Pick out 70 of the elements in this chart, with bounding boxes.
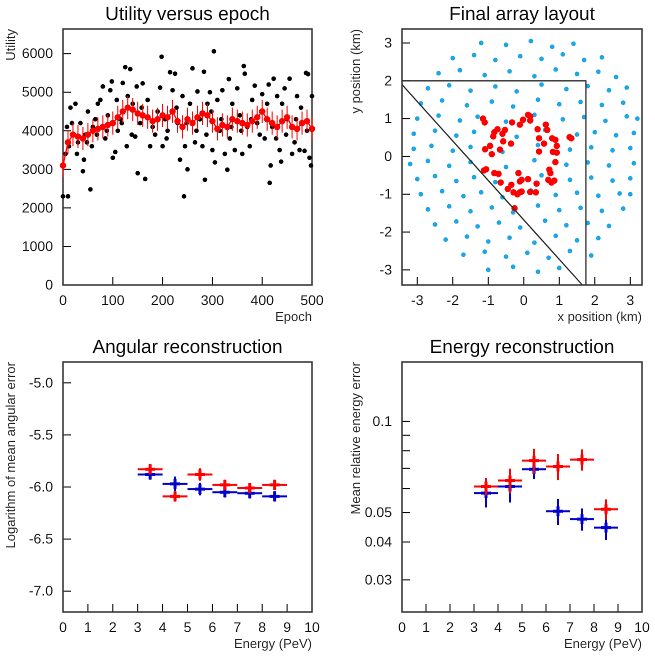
y-tick-label: 2000 [22,199,54,216]
y-tick-label: -2 [380,224,392,240]
x-tick-label: 8 [258,618,266,635]
x-tick-label: 400 [250,292,274,308]
x-axis-title: Epoch [275,309,312,324]
x-tick-label: 5 [518,618,526,635]
y-tick-label: -3 [380,261,392,278]
x-tick-label: 9 [614,618,622,635]
chart-title: Energy reconstruction [430,337,614,358]
y-tick-label: -5.0 [28,374,54,390]
chart-title: Angular reconstruction [92,337,283,358]
x-tick-label: 6 [208,618,216,635]
x-tick-label: 4 [158,618,167,635]
x-tick-label: 300 [200,292,224,308]
x-tick-label: 1 [422,618,430,635]
y-tick-label: 1000 [22,238,54,254]
y-tick-label: 4000 [22,122,54,138]
y-tick-label: -1 [380,186,392,202]
x-tick-label: 1 [555,292,564,308]
x-axis-title: Energy (PeV) [234,636,312,651]
x-tick-label: 4 [494,618,502,635]
y-tick-label: 0.05 [364,504,392,520]
x-tick-label: -3 [411,292,424,308]
y-tick-label: 0.1 [372,412,392,429]
y-tick-label: 6000 [22,45,54,62]
y-tick-label: 3 [384,34,392,50]
y-tick-label: 1 [384,110,392,126]
x-tick-label: -2 [446,292,460,308]
x-tick-label: 1 [84,618,92,635]
x-tick-label: 0 [520,292,528,308]
x-tick-label: 3 [134,618,142,635]
y-tick-label: -5.5 [28,426,54,442]
chart-title: Utility versus epoch [105,4,270,25]
y-tick-label: -7.0 [28,582,54,599]
y-axis-title: Mean relative energy error [348,361,363,514]
x-axis-title: x position (km) [557,309,642,324]
x-tick-label: 2 [446,618,454,635]
y-tick-label: 2 [384,72,392,88]
chart-title: Final array layout [449,4,596,25]
x-tick-label: 6 [542,618,550,635]
y-tick-label: 0 [45,276,54,292]
x-tick-label: 3 [470,618,478,635]
x-tick-label: 0 [59,618,68,635]
y-axis-title: Logarithm of mean angular error [3,361,18,548]
y-tick-label: 5000 [22,84,54,100]
x-tick-label: 5 [184,618,192,635]
y-tick-label: 0.04 [364,533,392,550]
x-tick-label: 10 [634,618,650,635]
x-tick-label: 0 [59,292,68,308]
y-tick-label: 0.03 [364,571,392,588]
y-tick-label: -6.0 [28,478,54,494]
y-tick-label: -6.5 [28,530,54,547]
y-tick-label: 3000 [22,160,54,177]
x-tick-label: 9 [283,618,292,635]
x-tick-label: 7 [566,618,574,635]
x-axis-title: Energy (PeV) [564,636,642,651]
x-tick-label: 8 [590,618,598,635]
x-tick-label: 2 [108,618,117,635]
y-tick-label: 0 [384,148,392,164]
x-tick-label: 3 [626,292,634,308]
x-tick-label: -1 [482,292,495,308]
x-tick-label: 2 [590,292,599,308]
x-tick-label: 0 [398,618,406,635]
x-tick-label: 500 [300,292,324,308]
y-axis-title: Utility [3,28,18,61]
x-tick-label: 100 [101,292,125,308]
x-tick-label: 7 [233,618,242,635]
x-tick-label: 200 [150,292,174,308]
y-axis-title: y position (km) [348,29,363,114]
x-tick-label: 10 [304,618,320,635]
